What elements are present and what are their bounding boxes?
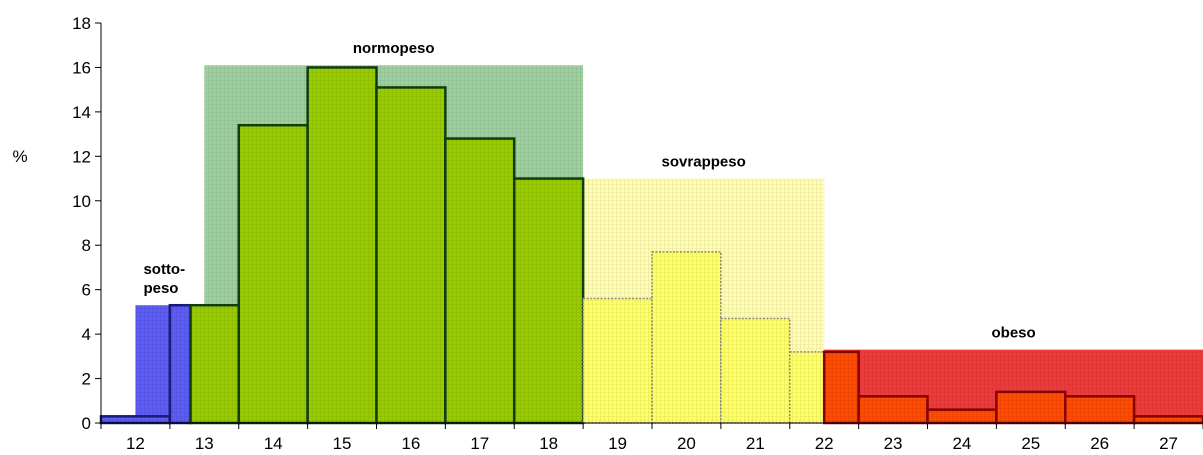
bar-1-texture [169, 305, 191, 423]
x-tick-label-19: 19 [608, 434, 627, 453]
histogram-bars [99, 66, 1203, 425]
x-tick-label-17: 17 [470, 434, 489, 453]
bar-15-texture [996, 391, 1066, 423]
bar-8-texture [583, 298, 652, 423]
bar-11-texture [789, 351, 825, 423]
bar-17-texture [1134, 416, 1203, 423]
bar-4-texture [307, 67, 377, 423]
bar-0-texture [101, 416, 170, 423]
x-tick-label-16: 16 [401, 434, 420, 453]
x-tick-label-26: 26 [1090, 434, 1109, 453]
x-tick-label-13: 13 [195, 434, 214, 453]
y-tick-label-4: 4 [82, 325, 91, 344]
y-tick-label-6: 6 [82, 281, 91, 300]
x-tick-label-24: 24 [952, 434, 971, 453]
bar-16-texture [1065, 396, 1135, 423]
bar-5-texture [376, 87, 446, 423]
x-tick-label-15: 15 [333, 434, 352, 453]
x-tick-label-25: 25 [1021, 434, 1040, 453]
y-tick-label-14: 14 [72, 103, 91, 122]
label-sovrappeso-0: sovrappeso [662, 154, 746, 171]
y-tick-label-2: 2 [82, 370, 91, 389]
category-labels: sotto-peso normopeso sovrappeso obeso [143, 40, 1035, 341]
y-tick-label-18: 18 [72, 14, 91, 33]
x-tick-label-18: 18 [539, 434, 558, 453]
bar-14-texture [927, 409, 997, 423]
x-tick-label-21: 21 [746, 434, 765, 453]
bar-2-texture [190, 305, 239, 423]
label-sottopeso-1: peso [143, 280, 178, 297]
y-tick-label-16: 16 [72, 58, 91, 77]
y-tick-label-0: 0 [82, 414, 91, 433]
x-tick-label-22: 22 [815, 434, 834, 453]
bar-12-texture [824, 351, 859, 423]
bar-3-texture [238, 125, 308, 423]
y-tick-label-12: 12 [72, 147, 91, 166]
x-tick-label-20: 20 [677, 434, 696, 453]
bar-10-texture [720, 318, 790, 423]
x-tick-label-23: 23 [884, 434, 903, 453]
x-tick-label-27: 27 [1159, 434, 1178, 453]
y-tick-label-8: 8 [82, 236, 91, 255]
x-tick-label-12: 12 [126, 434, 145, 453]
label-normopeso-0: normopeso [353, 40, 435, 57]
y-axis-title: % [12, 147, 27, 166]
label-obeso-0: obeso [992, 325, 1036, 342]
y-tick-label-10: 10 [72, 192, 91, 211]
bar-13-texture [858, 396, 928, 423]
bar-6-texture [445, 138, 515, 424]
x-tick-label-14: 14 [264, 434, 283, 453]
label-sottopeso-0: sotto- [143, 261, 185, 278]
bar-9-texture [652, 251, 721, 423]
bar-7-texture [514, 178, 584, 423]
